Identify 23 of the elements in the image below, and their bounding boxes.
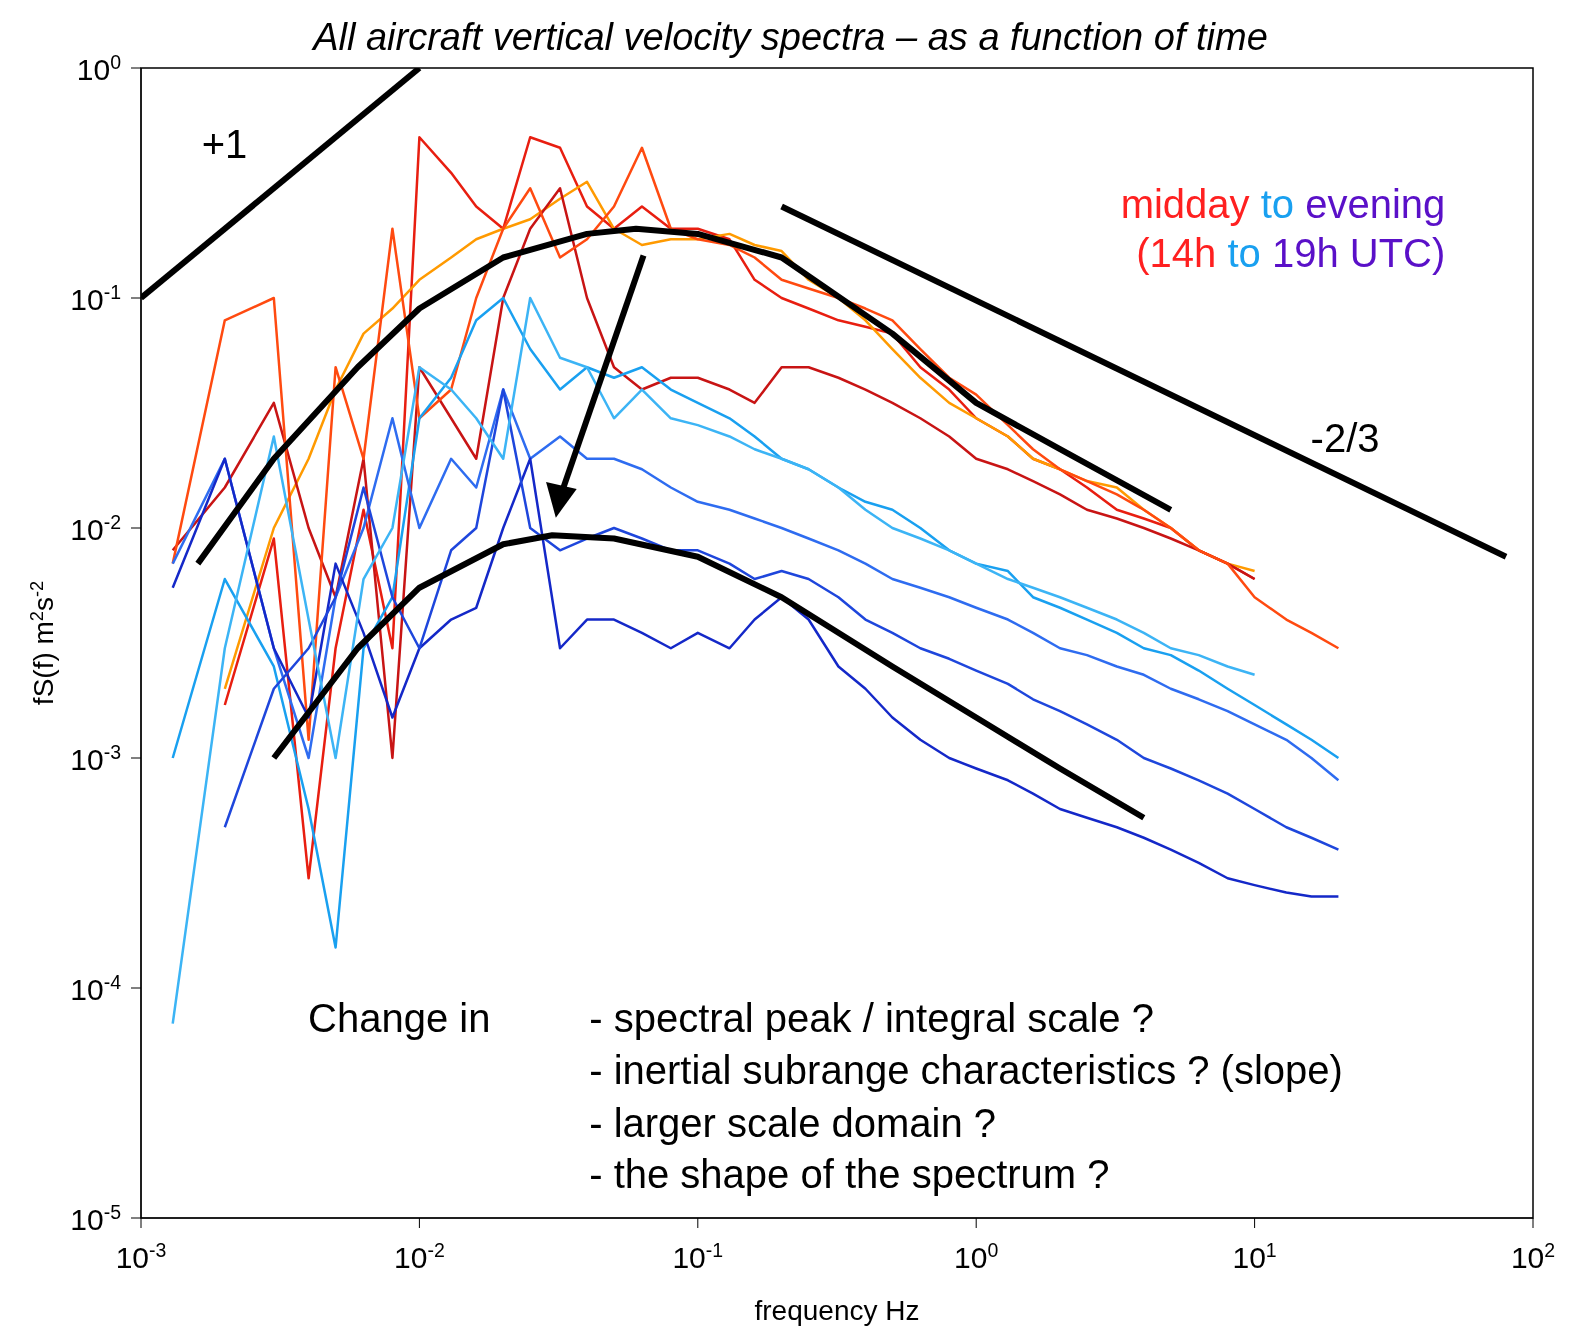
chart-title: All aircraft vertical velocity spectra – as a function of time — [311, 16, 1268, 58]
y-tick-label: 10$^{-2}$ — [70, 511, 121, 546]
annotation: +1 — [201, 121, 248, 166]
annotation: - larger scale domain ? — [589, 1100, 997, 1145]
y-tick-label: 10$^{-4}$ — [70, 971, 122, 1006]
annotation: - inertial subrange characteristics ? (slope) — [589, 1047, 1343, 1092]
annotation: - the shape of the spectrum ? — [589, 1152, 1110, 1197]
x-tick-label: 10$^{-3}$ — [115, 1239, 167, 1274]
annotation: -2/3 — [1310, 416, 1380, 461]
x-tick-label: 10$^{-2}$ — [394, 1239, 445, 1274]
y-tick-label: 10$^{-3}$ — [70, 741, 121, 776]
x-tick-label: 10$^{1}$ — [1232, 1239, 1277, 1274]
y-tick-label: 10$^{-5}$ — [70, 1201, 122, 1236]
annotation: (14h to 19h UTC) — [1136, 231, 1446, 276]
annotation: Change in — [308, 995, 491, 1040]
annotation: - spectral peak / integral scale ? — [589, 995, 1154, 1040]
x-tick-label: 10$^{2}$ — [1510, 1239, 1556, 1274]
y-tick-label: 10$^{0}$ — [76, 51, 122, 86]
x-tick-label: 10$^{-1}$ — [672, 1239, 724, 1274]
y-tick-label: 10$^{-1}$ — [70, 281, 121, 316]
x-tick-label: 10$^{0}$ — [954, 1239, 999, 1274]
annotation: midday to evening — [1120, 181, 1446, 226]
x-axis-title: frequency Hz — [754, 1295, 920, 1326]
